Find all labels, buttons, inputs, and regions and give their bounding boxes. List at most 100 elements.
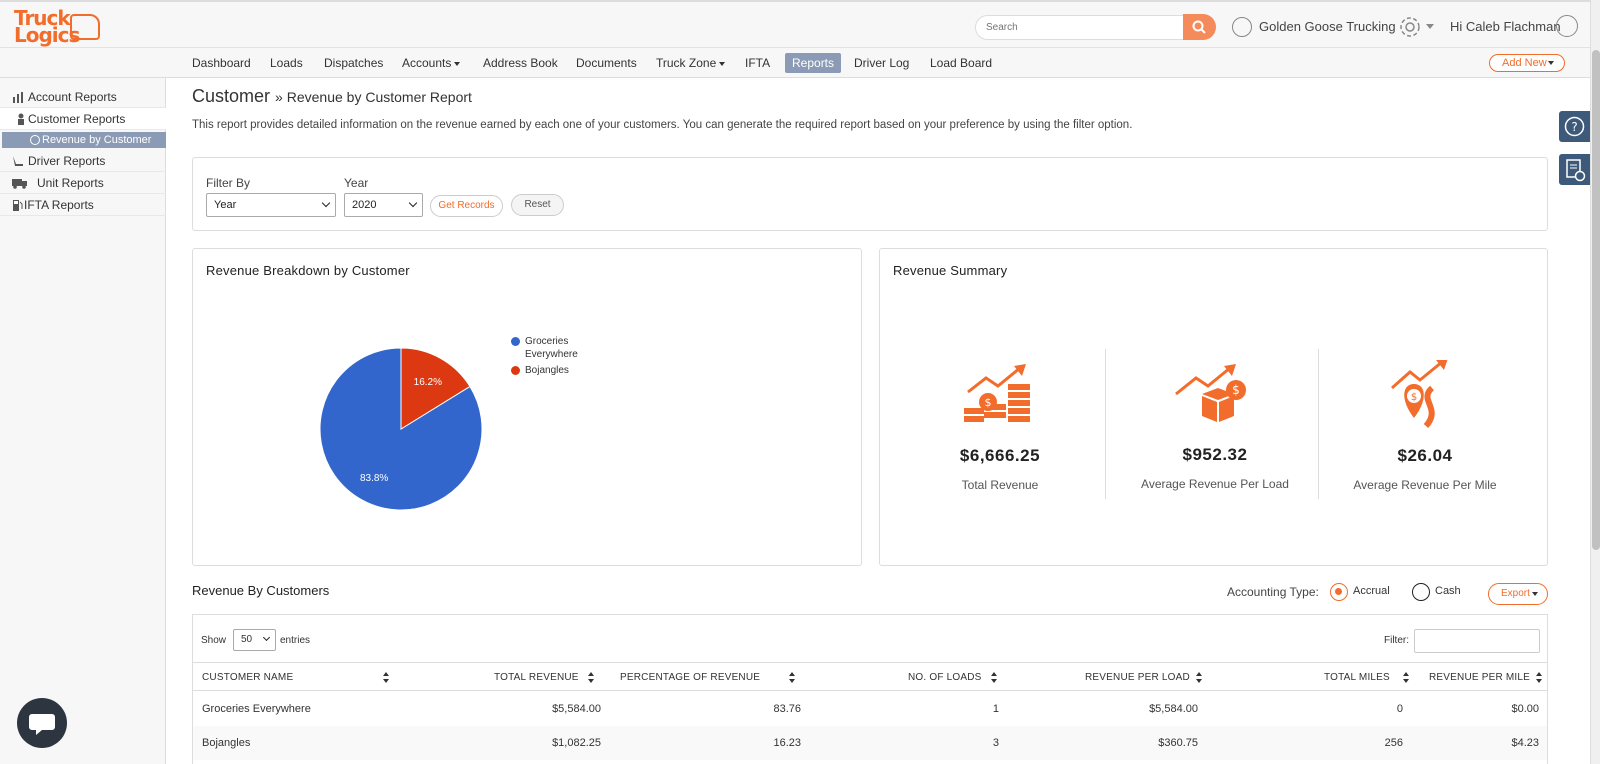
chat-bubble-icon bbox=[29, 714, 55, 735]
sidebar-item-account-reports[interactable]: Account Reports bbox=[0, 86, 166, 108]
nav-load-board[interactable]: Load Board bbox=[930, 56, 993, 70]
cash-label[interactable]: Cash bbox=[1435, 585, 1461, 597]
revenue-pie-chart: 83.8% 16.2% bbox=[319, 347, 483, 511]
scrollbar-thumb[interactable] bbox=[1592, 50, 1600, 550]
nav-driver-log[interactable]: Driver Log bbox=[854, 56, 910, 70]
table-row[interactable]: Bojangles $1,082.25 16.23 3 $360.75 256 … bbox=[193, 726, 1547, 760]
svg-text:$: $ bbox=[1411, 392, 1417, 403]
nav-truck-zone[interactable]: Truck Zone bbox=[656, 56, 726, 70]
export-button[interactable]: Export bbox=[1488, 583, 1548, 605]
help-button[interactable]: ? bbox=[1559, 111, 1590, 142]
table-filter-input[interactable] bbox=[1414, 629, 1540, 653]
search-input[interactable] bbox=[975, 15, 1185, 40]
search-button[interactable] bbox=[1183, 14, 1216, 40]
truck-logics-logo[interactable]: Truck Logics bbox=[12, 6, 100, 47]
pie-slice-1[interactable] bbox=[400, 347, 471, 430]
sidebar-item-driver-reports[interactable]: Driver Reports bbox=[0, 150, 166, 172]
cell-revenue-per-load: $5,584.00 bbox=[1149, 703, 1198, 715]
column-header-total-revenue[interactable]: TOTAL REVENUE bbox=[494, 672, 579, 683]
svg-text:$: $ bbox=[985, 396, 992, 409]
chevron-down-icon bbox=[321, 198, 331, 208]
entries-select-value: 50 bbox=[241, 634, 253, 645]
building-icon bbox=[1232, 17, 1252, 37]
page-title-main: Customer bbox=[192, 86, 271, 106]
sort-icon[interactable] bbox=[588, 672, 595, 684]
column-header-no-of-loads[interactable]: NO. OF LOADS bbox=[908, 672, 982, 683]
legend-swatch bbox=[511, 337, 520, 346]
accrual-label[interactable]: Accrual bbox=[1353, 585, 1390, 597]
entries-select[interactable]: 50 bbox=[233, 629, 276, 651]
cell-customer-name: Bojangles bbox=[202, 737, 251, 749]
reset-button[interactable]: Reset bbox=[511, 194, 564, 216]
main-nav: Dashboard Loads Dispatches Accounts Addr… bbox=[0, 48, 1590, 78]
chat-widget-button[interactable] bbox=[17, 698, 67, 748]
nav-address-book[interactable]: Address Book bbox=[483, 56, 558, 70]
nav-truck-zone-label: Truck Zone bbox=[656, 56, 717, 70]
user-avatar-icon[interactable] bbox=[1556, 15, 1578, 37]
add-new-button[interactable]: Add New bbox=[1489, 54, 1565, 72]
accrual-radio[interactable] bbox=[1330, 583, 1348, 601]
nav-dispatches[interactable]: Dispatches bbox=[324, 56, 384, 70]
revenue-per-mile-value: $26.04 bbox=[1397, 446, 1453, 465]
cell-total-miles: 0 bbox=[1396, 703, 1403, 715]
bar-chart-icon bbox=[13, 92, 23, 103]
sidebar-item-label: Customer Reports bbox=[28, 112, 126, 126]
page-scrollbar[interactable] bbox=[1590, 0, 1600, 764]
nav-reports[interactable]: Reports bbox=[785, 53, 842, 73]
pie-slice-label-1: 16.2% bbox=[414, 377, 442, 388]
company-name[interactable]: Golden Goose Trucking bbox=[1259, 19, 1396, 34]
filter-label: Filter: bbox=[1384, 635, 1409, 646]
user-greeting[interactable]: Hi Caleb Flachman bbox=[1450, 19, 1561, 34]
page-subtitle: » Revenue by Customer Report bbox=[275, 89, 472, 105]
page-description: This report provides detailed informatio… bbox=[192, 119, 1133, 131]
nav-accounts[interactable]: Accounts bbox=[402, 56, 461, 70]
column-header-percentage[interactable]: PERCENTAGE OF REVENUE bbox=[620, 672, 761, 683]
document-clock-icon bbox=[1566, 159, 1586, 182]
chevron-down-icon bbox=[1532, 592, 1538, 596]
sort-icon[interactable] bbox=[789, 672, 796, 684]
summary-divider bbox=[1318, 349, 1319, 499]
breakdown-title: Revenue Breakdown by Customer bbox=[206, 263, 410, 278]
cell-percentage: 83.76 bbox=[773, 703, 801, 715]
nav-loads[interactable]: Loads bbox=[270, 56, 303, 70]
revenue-per-load-caption: Average Revenue Per Load bbox=[1141, 477, 1289, 491]
report-history-button[interactable] bbox=[1559, 154, 1590, 185]
sidebar-item-ifta-reports[interactable]: IFTA Reports bbox=[0, 194, 166, 216]
cell-percentage: 16.23 bbox=[773, 737, 801, 749]
sort-icon[interactable] bbox=[1536, 672, 1543, 684]
settings-caret-icon[interactable] bbox=[1426, 24, 1434, 29]
add-new-label: Add New bbox=[1502, 57, 1547, 69]
filter-by-select[interactable]: Year bbox=[206, 193, 336, 217]
sidebar-subitem-revenue-by-customer[interactable]: Revenue by Customer bbox=[2, 132, 166, 148]
get-records-button[interactable]: Get Records bbox=[430, 195, 503, 217]
sidebar-item-label: Unit Reports bbox=[37, 176, 104, 190]
column-header-revenue-per-mile[interactable]: REVENUE PER MILE bbox=[1429, 672, 1531, 683]
revenue-per-mile-pin-icon: $ bbox=[1391, 360, 1448, 428]
sort-icon[interactable] bbox=[1403, 672, 1410, 684]
reports-sidebar bbox=[0, 78, 166, 764]
sort-icon[interactable] bbox=[383, 672, 390, 684]
nav-dashboard[interactable]: Dashboard bbox=[192, 56, 251, 70]
cash-radio[interactable] bbox=[1412, 583, 1430, 601]
cell-total-miles: 256 bbox=[1384, 737, 1403, 749]
nav-ifta[interactable]: IFTA bbox=[745, 56, 771, 70]
revenue-per-mile-caption: Average Revenue Per Mile bbox=[1353, 478, 1497, 492]
gear-icon[interactable] bbox=[1398, 15, 1422, 39]
cell-revenue-per-mile: $4.23 bbox=[1511, 737, 1539, 749]
legend-swatch bbox=[511, 366, 520, 375]
summary-divider bbox=[1105, 349, 1106, 499]
sort-icon[interactable] bbox=[991, 672, 998, 684]
driver-seat-icon bbox=[13, 156, 23, 166]
column-header-total-miles[interactable]: TOTAL MILES bbox=[1324, 672, 1390, 683]
sidebar-item-customer-reports[interactable]: Customer Reports bbox=[0, 108, 166, 130]
sidebar-item-unit-reports[interactable]: Unit Reports bbox=[0, 172, 166, 194]
cell-total-revenue: $5,584.00 bbox=[552, 703, 601, 715]
nav-documents[interactable]: Documents bbox=[576, 56, 637, 70]
table-row[interactable]: Groceries Everywhere $5,584.00 83.76 1 $… bbox=[193, 692, 1547, 726]
chevron-down-icon bbox=[262, 633, 271, 642]
column-header-revenue-per-load[interactable]: REVENUE PER LOAD bbox=[1085, 672, 1190, 683]
column-header-customer-name[interactable]: CUSTOMER NAME bbox=[202, 672, 294, 683]
year-select[interactable]: 2020 bbox=[344, 193, 423, 217]
sort-icon[interactable] bbox=[1196, 672, 1203, 684]
chevron-down-icon bbox=[408, 198, 418, 208]
